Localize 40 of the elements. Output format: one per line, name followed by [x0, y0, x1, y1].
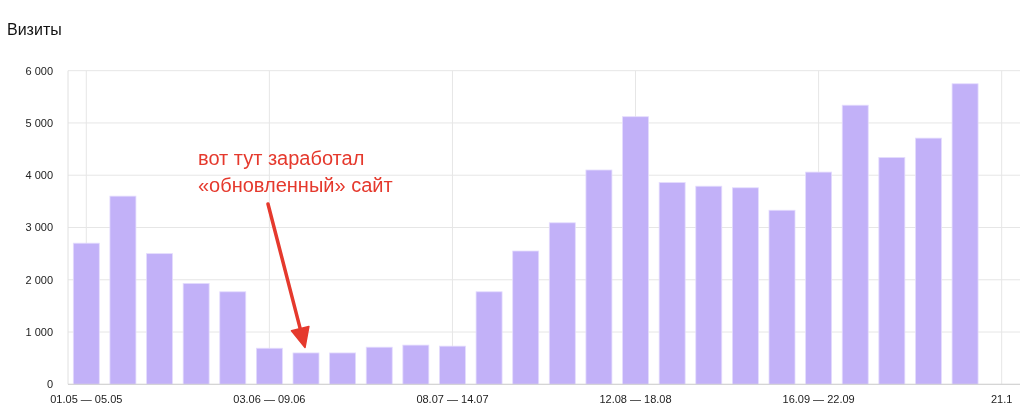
bar: [768, 209, 796, 385]
y-tick-label: 4 000: [25, 169, 53, 182]
x-tick-label: 21.1: [990, 393, 1013, 405]
x-tick-label: 03.06 — 09.06: [233, 393, 306, 405]
bar: [585, 169, 613, 385]
bar: [475, 291, 503, 385]
bar: [805, 171, 833, 385]
bar: [292, 352, 320, 385]
bar: [329, 352, 357, 385]
y-tick-label: 5 000: [25, 116, 53, 129]
bar: [439, 345, 466, 385]
x-tick-label: 12.08 — 18.08: [599, 393, 672, 405]
bar: [109, 195, 137, 385]
bar: [622, 116, 649, 385]
chart-title: Визиты: [7, 21, 62, 38]
bar: [365, 346, 393, 385]
bar: [402, 344, 430, 385]
bar: [512, 250, 540, 385]
bar: [841, 104, 869, 385]
bar: [219, 291, 247, 385]
bar: [146, 253, 173, 385]
bar: [658, 182, 686, 385]
bar: [695, 185, 723, 385]
bar: [731, 187, 759, 385]
bar: [951, 83, 979, 385]
bar: [72, 242, 100, 385]
y-tick-label: 6 000: [25, 64, 53, 77]
y-tick-label: 2 000: [25, 273, 53, 286]
bar: [548, 222, 576, 385]
x-tick-label: 08.07 — 14.07: [416, 393, 489, 405]
x-tick-label: 01.05 — 05.05: [50, 393, 123, 405]
bar: [878, 157, 906, 385]
y-tick-label: 3 000: [25, 221, 53, 234]
bar: [255, 347, 283, 385]
x-tick-label: 16.09 — 22.09: [782, 393, 855, 405]
annotation: вот тут заработал «обновленный» сайт: [198, 147, 393, 196]
bar: [915, 137, 942, 385]
bar: [182, 283, 210, 385]
y-tick-label: 1 000: [25, 325, 53, 338]
y-tick-label: 0: [46, 378, 53, 391]
